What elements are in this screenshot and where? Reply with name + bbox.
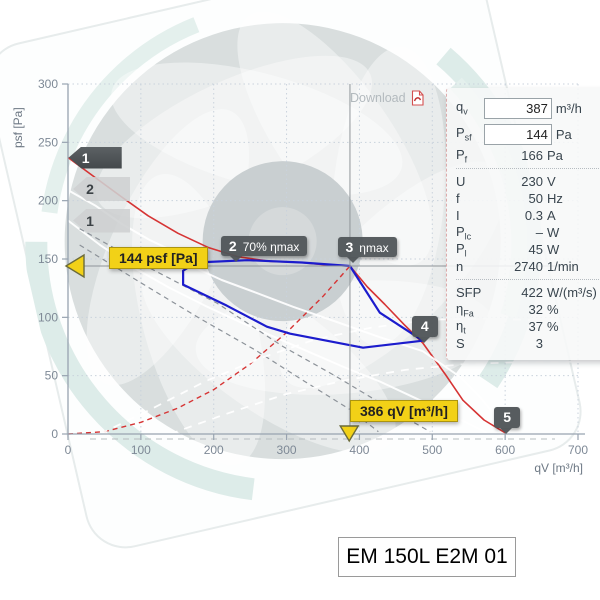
panel-row-Psf: Psf Pa: [456, 121, 600, 147]
marker-3-eta-max-number: 3: [345, 239, 354, 256]
result-data-panel: qvm³/hPsfPaPf166PaU230Vf50HzI0.3APlc–WPl…: [446, 88, 600, 360]
panel-value: 166: [521, 148, 543, 163]
x-tick-label: 600: [495, 443, 515, 457]
x-tick-label: 300: [277, 443, 297, 457]
panel-row-qv: qv m³/h: [456, 95, 600, 121]
efficiency-contour-2: [169, 360, 578, 435]
download-label: Download: [350, 91, 406, 105]
panel-label: ηt: [456, 317, 466, 336]
psf-input[interactable]: [483, 123, 552, 145]
panel-row-I: I 0.3 A: [456, 207, 600, 224]
panel-value: 3: [535, 336, 543, 351]
panel-row-Plc: Plc – W: [456, 223, 600, 242]
y-axis-title: psf [Pa]: [11, 107, 25, 148]
panel-row-n: n 2740 1/min: [456, 258, 600, 275]
y-tick-label: 0: [51, 427, 58, 441]
panel-label: SFP: [456, 285, 482, 300]
fan-curve-speed-2: [67, 189, 499, 420]
speed-2-curve-tag[interactable]: 2: [73, 177, 131, 201]
fan-curve-speed-3: [67, 156, 506, 434]
panel-row-ηFa: ηFa 32%: [456, 300, 600, 319]
panel-row-Pl: Pl 45 W: [456, 240, 600, 259]
operating-envelope: [182, 259, 424, 349]
pdf-icon: [411, 90, 424, 106]
decor-dashed-2: [79, 244, 379, 433]
panel-unit: %: [547, 319, 559, 334]
panel-label: ηFa: [456, 300, 474, 319]
panel-unit: m³/h: [555, 100, 582, 116]
y-tick-label: 50: [45, 369, 59, 383]
panel-divider: [456, 168, 600, 169]
x-tick-label: 700: [568, 443, 588, 457]
model-label: EM 150L E2M 01: [338, 537, 516, 577]
panel-label: Pl: [456, 240, 467, 259]
panel-row-Pf: Pf 166 Pa: [456, 146, 600, 165]
panel-unit: W: [547, 225, 560, 240]
download-pdf-button[interactable]: Download: [350, 90, 425, 106]
marker-5[interactable]: 5: [494, 407, 521, 434]
x-tick-label: 100: [131, 443, 151, 457]
y-tick-label: 250: [38, 135, 58, 149]
panel-row-SFP: SFP 422 W/(m³/s): [456, 284, 600, 301]
psf-drag-arrow[interactable]: [64, 253, 85, 279]
y-tick-label: 150: [38, 252, 58, 266]
qv-drag-arrow[interactable]: [338, 425, 360, 443]
panel-label: Plc: [456, 223, 472, 242]
panel-label: Psf: [456, 125, 472, 143]
panel-label: I: [456, 208, 460, 223]
speed-3-curve-tag[interactable]: 1: [68, 146, 122, 169]
panel-value: 2740: [514, 259, 543, 274]
x-tick-label: 0: [65, 443, 72, 457]
panel-label: f: [456, 191, 460, 206]
panel-row-f: f 50 Hz: [456, 190, 600, 207]
x-tick-label: 500: [422, 443, 442, 457]
panel-unit: W: [547, 242, 560, 257]
panel-unit: 1/min: [547, 259, 579, 274]
speed-1-curve-tag[interactable]: 1: [73, 208, 131, 233]
x-tick-label: 400: [349, 443, 369, 457]
psf-callout[interactable]: 144 psf [Pa]: [109, 247, 208, 269]
panel-value: 230: [521, 174, 543, 189]
panel-unit: Hz: [547, 191, 563, 206]
system-curve: [67, 265, 351, 435]
panel-row-ηt: ηt 37%: [456, 317, 600, 336]
panel-value: 422: [521, 285, 543, 300]
marker-2-70pct-eta[interactable]: 2 70% ηmax: [220, 235, 308, 262]
marker-2-70pct-eta-number: 2: [228, 237, 237, 254]
panel-label: Pf: [456, 146, 468, 165]
marker-3-eta-max[interactable]: 3 ηmax: [337, 237, 397, 264]
x-tick-label: 200: [204, 443, 224, 457]
panel-unit: W/(m³/s): [547, 285, 597, 300]
qv-callout[interactable]: 386 qV [m³/h]: [350, 400, 458, 422]
panel-row-U: U 230 V: [456, 173, 600, 190]
panel-unit: Pa: [547, 148, 563, 163]
panel-unit: %: [547, 302, 559, 317]
panel-label: qv: [456, 99, 468, 117]
panel-value: 32: [528, 302, 543, 317]
y-tick-label: 100: [38, 310, 58, 324]
y-tick-label: 300: [38, 77, 58, 91]
panel-value: –: [535, 225, 543, 240]
panel-unit: V: [547, 174, 556, 189]
panel-label: S: [456, 336, 465, 351]
panel-label: U: [456, 174, 466, 189]
panel-value: 50: [528, 191, 543, 206]
panel-value: 45: [528, 242, 543, 257]
panel-value: 0.3: [524, 208, 543, 223]
panel-value: 37: [528, 319, 543, 334]
marker-4[interactable]: 4: [411, 316, 438, 343]
x-axis-title: qV [m³/h]: [534, 461, 583, 475]
panel-unit: A: [547, 208, 556, 223]
panel-unit: Pa: [555, 126, 572, 142]
panel-label: n: [456, 259, 464, 274]
qv-input[interactable]: [483, 97, 552, 119]
y-tick-label: 200: [38, 194, 58, 208]
panel-divider: [456, 279, 600, 280]
fan-impeller-watermark: [0, 0, 582, 549]
